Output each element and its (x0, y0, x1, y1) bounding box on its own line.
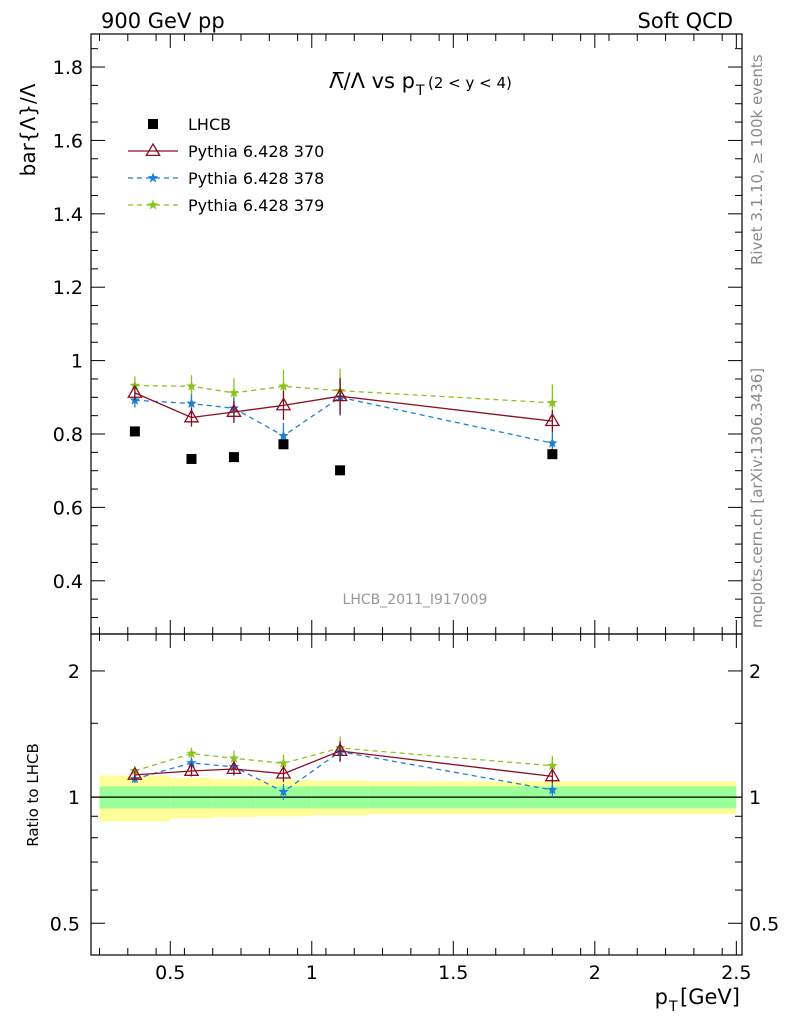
legend: LHCB Pythia 6.428 370 Pythia 6.428 378 Pyth… (128, 115, 324, 215)
series-line (134, 384, 553, 404)
header-left: 900 GeV pp (101, 9, 225, 33)
mc-point (127, 766, 143, 780)
mc-point (183, 762, 200, 776)
ratio-tick-label-right: 2 (749, 661, 761, 683)
legend-label: Pythia 6.428 378 (188, 169, 324, 188)
ratio-tick-label-right: 1 (749, 787, 761, 809)
series-line (134, 396, 553, 444)
mc-point (544, 768, 561, 782)
mc-point (547, 397, 558, 408)
y-tick-label: 1.6 (53, 130, 83, 152)
mc-point (547, 784, 558, 795)
upper-panel-series (127, 368, 561, 476)
y-tick-label: 1.8 (53, 57, 83, 79)
data-point (335, 465, 346, 476)
mc-point (332, 742, 348, 757)
ratio-tick-label-right: 0.5 (749, 913, 779, 935)
ratio-tick-label-left: 0.5 (50, 913, 80, 935)
mc-point (129, 765, 141, 776)
y-tick-label: 1.2 (53, 277, 83, 299)
mc-point (275, 397, 292, 411)
mc-point (186, 398, 197, 408)
ratio-panel-series (127, 736, 561, 800)
x-tick-label: 0.5 (155, 962, 185, 984)
mc-point (275, 765, 292, 779)
y-tick-label: 1 (71, 351, 83, 373)
mc-point (147, 199, 159, 210)
x-tick-label: 1 (306, 962, 318, 984)
mc-point (186, 748, 197, 758)
x-tick-label: 2 (589, 962, 601, 984)
x-label-unit: [GeV] (680, 985, 740, 1009)
title-main: Λ̅/Λ vs p (329, 69, 415, 93)
data-point (148, 119, 158, 129)
chart-title: Λ̅/Λ vs p T (2 < y < 4) (329, 69, 512, 99)
legend-label: Pythia 6.428 379 (188, 196, 324, 215)
mc-point (226, 760, 242, 774)
ratio-y-axis-label: Ratio to LHCB (24, 743, 42, 847)
ratio-series-line (134, 750, 553, 793)
ratio-frame (90, 633, 743, 956)
data-point (228, 452, 239, 463)
x-label-main: p (655, 985, 668, 1009)
legend-entry: Pythia 6.428 378 (128, 169, 324, 188)
mc-point (186, 757, 197, 768)
mc-point (127, 384, 143, 398)
mc-point (278, 380, 289, 391)
mc-point (278, 786, 289, 797)
mc-point (228, 387, 240, 398)
ratio-series-line (134, 747, 553, 772)
ratio-tick-label-left: 1 (68, 787, 80, 809)
ratio-series-line (134, 750, 553, 777)
y-tick-label: 0.4 (53, 571, 83, 593)
header-right: Soft QCD (638, 9, 733, 33)
side-label-upper: Rivet 3.1.10, ≥ 100k events (748, 54, 766, 265)
legend-entry: Pythia 6.428 379 (128, 196, 324, 215)
x-tick-label: 2.5 (721, 962, 751, 984)
data-point (547, 449, 558, 460)
side-label-lower: mcplots.cern.ch [arXiv:1306.3436] (748, 368, 766, 628)
mc-point (145, 142, 161, 156)
mc-point (226, 403, 242, 417)
legend-label: Pythia 6.428 370 (188, 142, 324, 161)
mc-point (186, 380, 197, 391)
x-tick-label: 1.5 (438, 962, 468, 984)
title-subscript: T (415, 83, 425, 99)
mc-point (228, 752, 240, 763)
x-axis-label: p T [GeV] (655, 985, 740, 1015)
data-point (186, 453, 197, 464)
legend-label: LHCB (188, 115, 231, 134)
ratio-panel-background (91, 775, 742, 822)
mc-point (544, 412, 561, 427)
ratio-tick-label-left: 2 (68, 661, 80, 683)
mc-point (278, 430, 289, 441)
series-line (134, 392, 553, 422)
data-point (278, 439, 289, 450)
legend-entry: LHCB (148, 115, 231, 134)
y-tick-label: 0.8 (53, 424, 83, 446)
mc-point (278, 757, 289, 768)
mc-point (147, 172, 159, 183)
y-tick-label: 0.6 (53, 497, 83, 519)
analysis-watermark: LHCB_2011_I917009 (343, 592, 488, 608)
data-point (129, 426, 140, 437)
mc-point (332, 387, 348, 402)
mc-point (547, 437, 558, 448)
y-tick-label: 1.4 (53, 204, 83, 226)
legend-entry: Pythia 6.428 370 (128, 142, 324, 161)
x-label-subscript: T (668, 999, 678, 1015)
mc-point (183, 409, 200, 423)
axes: 0.5 1 1.5 2 2.5 0.4 0.6 0.8 1 1.2 1.4 1.6 1.8 0.5 0.5 1… (50, 33, 779, 984)
y-axis-label: bar{Λ}/Λ (16, 83, 40, 176)
mc-point (547, 760, 558, 771)
title-range: (2 < y < 4) (428, 74, 512, 92)
